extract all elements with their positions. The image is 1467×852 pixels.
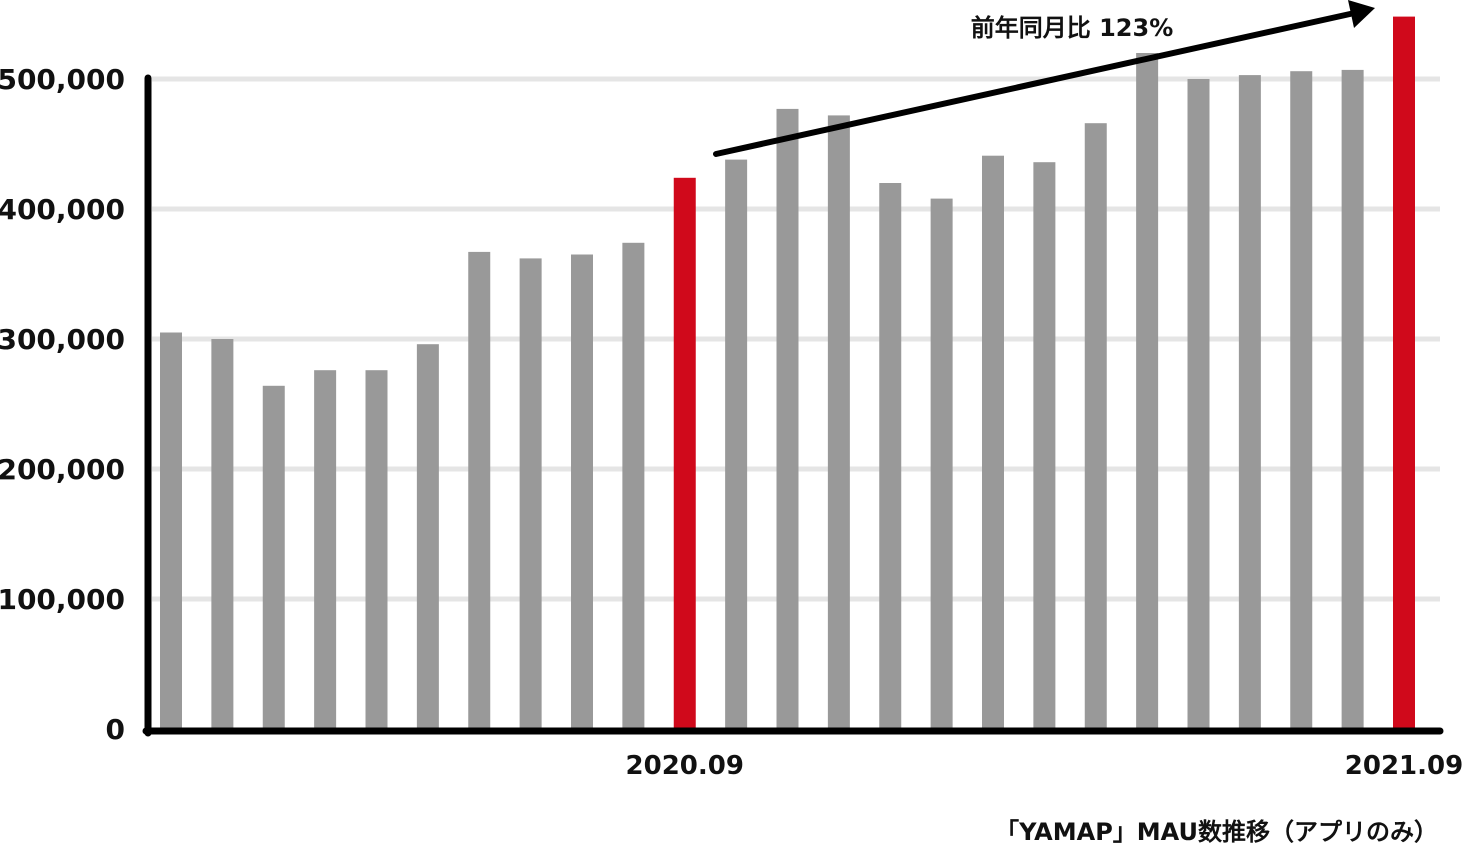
- bar: [571, 254, 593, 729]
- bar: [519, 258, 542, 729]
- bar: [827, 115, 850, 729]
- bar: [776, 108, 799, 729]
- bar: [1238, 75, 1261, 730]
- chart-caption: 「YAMAP」MAU数推移（アプリのみ）: [995, 818, 1438, 846]
- bar: [1084, 123, 1107, 729]
- bar: [1341, 69, 1364, 729]
- bar-highlight: [673, 177, 696, 730]
- bar: [879, 183, 902, 729]
- bar: [468, 251, 491, 729]
- bar: [262, 385, 285, 729]
- bar: [211, 339, 234, 729]
- bars: [160, 16, 1415, 730]
- bar: [725, 159, 748, 730]
- trend-arrow-line: [713, 11, 1353, 157]
- y-tick-label: 500,000: [0, 63, 125, 96]
- bar: [1290, 71, 1313, 729]
- bar: [930, 198, 953, 730]
- bar: [622, 242, 645, 730]
- x-tick-label: 2021.09: [1345, 751, 1463, 781]
- y-tick-label: 0: [106, 713, 125, 746]
- x-tick-labels: 2020.09 2021.09: [626, 751, 1464, 781]
- y-tick-labels: 0 100,000 200,000 300,000 400,000 500,000: [0, 63, 125, 746]
- y-tick-label: 200,000: [0, 453, 125, 486]
- bar: [314, 370, 337, 729]
- yoy-annotation: 前年同月比 123%: [971, 14, 1174, 42]
- bar-highlight: [1393, 16, 1415, 730]
- axes: [142, 74, 1444, 737]
- trend-arrow: [713, 0, 1375, 157]
- bar: [416, 344, 439, 729]
- bar: [1187, 79, 1210, 729]
- y-tick-label: 100,000: [0, 583, 125, 616]
- bar: [982, 155, 1004, 729]
- bar: [365, 370, 388, 729]
- y-tick-label: 400,000: [0, 193, 125, 226]
- trend-arrow-head: [1348, 0, 1375, 28]
- bar: [1033, 162, 1056, 729]
- bar: [1136, 53, 1159, 729]
- y-tick-label: 300,000: [0, 323, 125, 356]
- bar: [160, 332, 182, 729]
- x-tick-label: 2020.09: [626, 751, 744, 781]
